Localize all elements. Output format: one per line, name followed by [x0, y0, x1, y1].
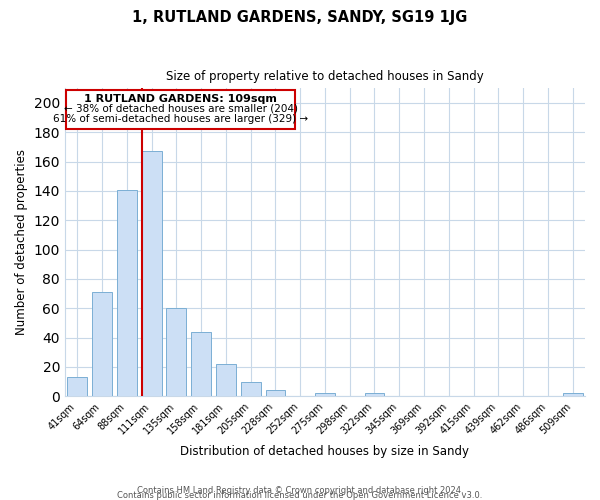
Text: ← 38% of detached houses are smaller (204): ← 38% of detached houses are smaller (20…	[64, 104, 298, 114]
Bar	[563, 394, 583, 396]
FancyBboxPatch shape	[66, 90, 295, 130]
Bar	[315, 394, 335, 396]
Bar	[142, 152, 161, 396]
Bar	[216, 364, 236, 396]
Title: Size of property relative to detached houses in Sandy: Size of property relative to detached ho…	[166, 70, 484, 83]
Bar	[92, 292, 112, 397]
Bar	[241, 382, 260, 396]
Text: 1 RUTLAND GARDENS: 109sqm: 1 RUTLAND GARDENS: 109sqm	[84, 94, 277, 104]
Y-axis label: Number of detached properties: Number of detached properties	[15, 150, 28, 336]
Bar	[166, 308, 186, 396]
Text: 61% of semi-detached houses are larger (329) →: 61% of semi-detached houses are larger (…	[53, 114, 308, 124]
Bar	[365, 394, 385, 396]
Bar	[191, 332, 211, 396]
X-axis label: Distribution of detached houses by size in Sandy: Distribution of detached houses by size …	[181, 444, 469, 458]
Bar	[67, 377, 87, 396]
Bar	[266, 390, 286, 396]
Text: 1, RUTLAND GARDENS, SANDY, SG19 1JG: 1, RUTLAND GARDENS, SANDY, SG19 1JG	[133, 10, 467, 25]
Text: Contains public sector information licensed under the Open Government Licence v3: Contains public sector information licen…	[118, 490, 482, 500]
Bar	[117, 190, 137, 396]
Text: Contains HM Land Registry data © Crown copyright and database right 2024.: Contains HM Land Registry data © Crown c…	[137, 486, 463, 495]
